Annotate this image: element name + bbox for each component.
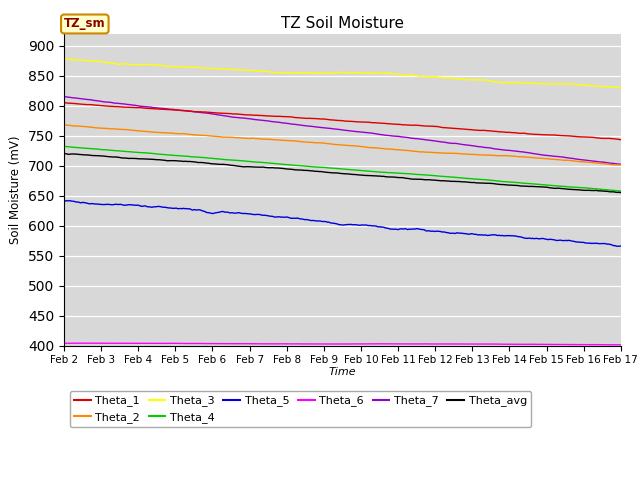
Theta_avg [329,170,337,176]
Theta_7 [328,126,335,132]
Theta_4 [617,188,625,194]
Line: Theta_7: Theta_7 [64,96,621,164]
Theta_6 [605,342,612,348]
Theta_avg [362,173,370,179]
Theta_2 [617,162,625,168]
Theta_7 [617,161,625,167]
Theta_3 [518,80,525,86]
Theta_3 [329,71,337,76]
Theta_6 [616,342,623,348]
Line: Theta_3: Theta_3 [64,59,621,87]
Theta_avg [617,190,625,195]
Theta_4 [324,165,332,171]
Theta_4 [516,180,524,186]
Theta_avg [605,189,612,194]
Theta_2 [616,162,623,168]
Line: Theta_1: Theta_1 [64,103,621,140]
Theta_6 [393,341,401,347]
Theta_4 [362,168,369,174]
Line: Theta_avg: Theta_avg [64,154,621,192]
Theta_5 [66,198,74,204]
Theta_2 [392,147,399,153]
Theta_avg [518,183,525,189]
Y-axis label: Soil Moisture (mV): Soil Moisture (mV) [10,135,22,244]
Theta_5 [617,243,625,249]
Theta_5 [60,198,68,204]
Theta_1 [516,131,524,136]
Theta_2 [604,161,611,167]
Theta_avg [61,151,69,156]
Theta_4 [604,187,611,193]
Theta_1 [604,135,611,141]
Theta_1 [392,121,399,127]
Theta_7 [604,160,611,166]
Theta_7 [392,133,399,139]
Theta_avg [393,175,401,180]
Theta_3 [362,70,370,76]
Theta_6 [518,341,525,347]
Theta_6 [362,341,370,347]
Theta_1 [617,137,625,143]
Theta_4 [392,170,399,176]
Theta_1 [328,117,335,123]
Theta_2 [328,141,335,147]
Theta_3 [326,70,333,76]
X-axis label: Time: Time [328,367,356,377]
Theta_2 [516,154,524,160]
Theta_6 [60,340,68,346]
Legend: Theta_1, Theta_2, Theta_3, Theta_4, Theta_5, Theta_6, Theta_7, Theta_avg: Theta_1, Theta_2, Theta_3, Theta_4, Thet… [70,391,531,427]
Theta_4 [328,165,335,171]
Theta_7 [324,125,332,131]
Theta_3 [605,84,612,90]
Theta_3 [393,71,401,77]
Theta_5 [362,222,370,228]
Theta_avg [326,170,333,176]
Theta_2 [362,144,369,150]
Theta_7 [516,149,524,155]
Theta_5 [614,243,621,249]
Theta_2 [60,122,68,128]
Theta_1 [60,100,68,106]
Line: Theta_6: Theta_6 [64,343,621,345]
Line: Theta_5: Theta_5 [64,201,621,246]
Theta_1 [362,120,369,125]
Theta_3 [60,56,68,61]
Theta_7 [362,130,369,135]
Theta_5 [393,227,401,232]
Theta_5 [329,220,337,226]
Theta_4 [60,144,68,149]
Line: Theta_2: Theta_2 [64,125,621,165]
Theta_6 [84,340,92,346]
Theta_5 [518,234,525,240]
Theta_6 [326,341,333,347]
Theta_2 [324,141,332,146]
Theta_3 [61,56,69,61]
Theta_3 [617,84,625,90]
Theta_5 [605,241,612,247]
Text: TZ_sm: TZ_sm [64,17,106,31]
Title: TZ Soil Moisture: TZ Soil Moisture [281,16,404,31]
Line: Theta_4: Theta_4 [64,146,621,191]
Theta_5 [326,220,333,226]
Theta_1 [324,117,332,122]
Theta_7 [60,94,68,99]
Theta_avg [60,151,68,156]
Theta_6 [329,341,337,347]
Theta_6 [617,342,625,348]
